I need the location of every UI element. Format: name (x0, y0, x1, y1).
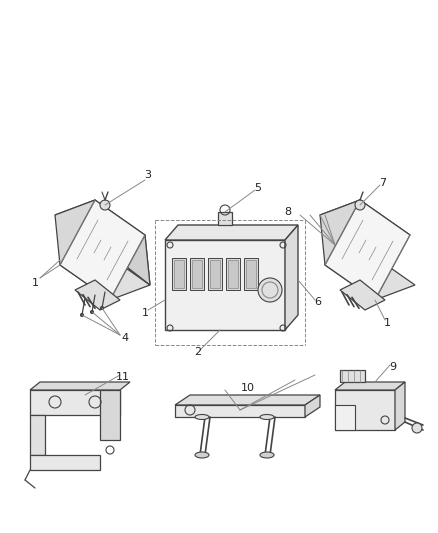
Text: 10: 10 (241, 383, 255, 393)
Polygon shape (192, 260, 202, 288)
Ellipse shape (195, 452, 209, 458)
Polygon shape (246, 260, 256, 288)
Polygon shape (335, 405, 355, 430)
Text: 11: 11 (116, 372, 130, 382)
Polygon shape (60, 200, 145, 300)
Polygon shape (75, 280, 120, 310)
Polygon shape (175, 395, 320, 405)
Polygon shape (226, 258, 240, 290)
Text: 5: 5 (254, 183, 261, 193)
Polygon shape (172, 258, 186, 290)
Ellipse shape (260, 452, 274, 458)
Circle shape (412, 423, 422, 433)
Polygon shape (340, 370, 365, 382)
Polygon shape (30, 382, 130, 390)
Polygon shape (210, 260, 220, 288)
Text: 9: 9 (389, 362, 396, 372)
Polygon shape (325, 200, 410, 300)
Polygon shape (60, 250, 150, 300)
Polygon shape (335, 382, 405, 390)
Polygon shape (244, 258, 258, 290)
Text: 1: 1 (32, 278, 39, 288)
Polygon shape (335, 390, 395, 430)
Polygon shape (30, 455, 100, 470)
Polygon shape (55, 200, 145, 250)
Polygon shape (105, 235, 150, 285)
Circle shape (91, 311, 93, 313)
Polygon shape (340, 280, 385, 310)
Polygon shape (228, 260, 238, 288)
Ellipse shape (195, 415, 209, 419)
Polygon shape (55, 200, 100, 265)
Ellipse shape (260, 415, 274, 419)
Polygon shape (395, 382, 405, 430)
Text: 7: 7 (379, 178, 387, 188)
Polygon shape (165, 240, 285, 330)
Circle shape (355, 200, 365, 210)
Polygon shape (320, 200, 365, 265)
Text: 8: 8 (284, 207, 292, 217)
Polygon shape (325, 250, 415, 300)
Polygon shape (174, 260, 184, 288)
Text: 1: 1 (384, 318, 391, 328)
Polygon shape (105, 235, 150, 285)
Polygon shape (208, 258, 222, 290)
Polygon shape (30, 390, 120, 415)
Polygon shape (320, 200, 410, 250)
Circle shape (100, 306, 103, 310)
Circle shape (81, 313, 84, 317)
Polygon shape (218, 212, 232, 225)
Circle shape (258, 278, 282, 302)
Polygon shape (285, 225, 298, 330)
Polygon shape (175, 405, 305, 417)
Circle shape (100, 200, 110, 210)
Polygon shape (30, 415, 45, 455)
Polygon shape (305, 395, 320, 417)
Text: 2: 2 (194, 347, 201, 357)
Text: 6: 6 (314, 297, 321, 307)
Text: 4: 4 (121, 333, 129, 343)
Polygon shape (190, 258, 204, 290)
Text: 1: 1 (141, 308, 148, 318)
Polygon shape (165, 225, 298, 240)
Text: 3: 3 (145, 170, 152, 180)
Polygon shape (100, 390, 120, 440)
